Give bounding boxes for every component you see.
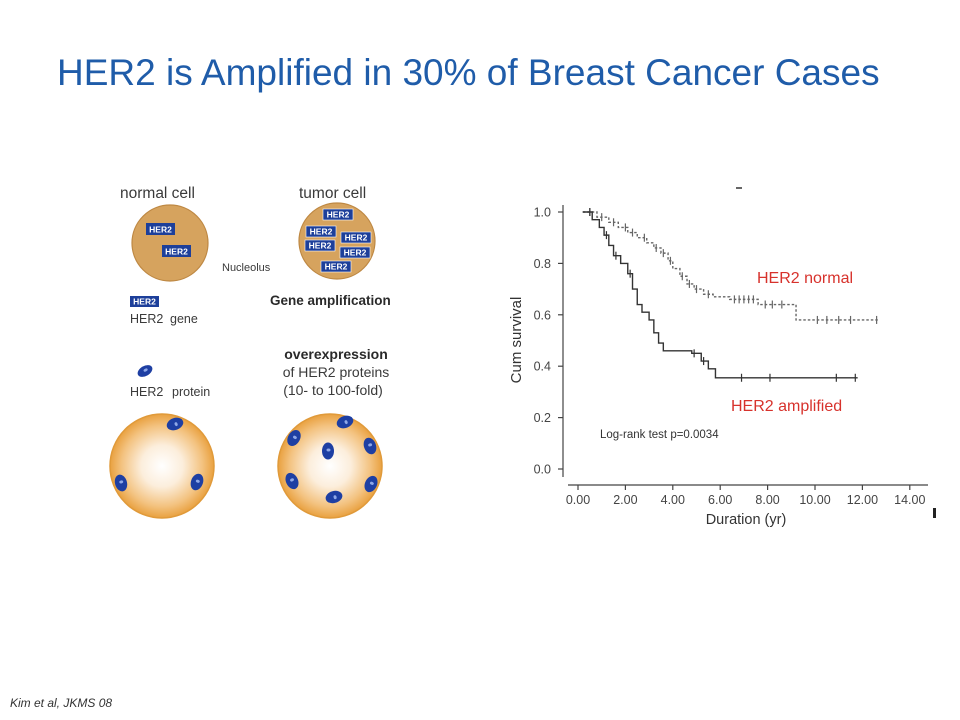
her2-badge-box: [339, 246, 371, 259]
series-line-her2-amplified: [582, 211, 858, 379]
her2-protein-oval: [285, 472, 299, 490]
her2-badge-text: HER2: [310, 227, 333, 237]
series-label-her2-normal: HER2 normal: [757, 270, 854, 287]
gene-legend-name: HER2: [130, 312, 163, 326]
series-label-her2-amplified: HER2 amplified: [731, 398, 843, 415]
protein-oval-highlight: [195, 479, 200, 483]
her2-badge-box: [305, 225, 337, 238]
x-tick-label: 12.00: [847, 493, 878, 507]
x-tick-label: 4.00: [661, 493, 685, 507]
overexpression-label: overexpression: [284, 346, 388, 362]
her2-gene-legend-badge: HER2: [130, 296, 159, 307]
protein-oval-highlight: [290, 478, 294, 482]
tumor-cell-nucleus: [298, 202, 376, 280]
her2-badge-text: HER2: [325, 262, 348, 272]
her2-badge-text: HER2: [149, 225, 172, 235]
x-tick-label: 10.00: [799, 493, 830, 507]
her2-gene-badge: HER2: [320, 260, 352, 273]
x-axis-label: Duration (yr): [706, 512, 787, 528]
overexpression-line-2: of HER2 proteins: [283, 364, 390, 380]
her2-badge-text: HER2: [165, 247, 188, 257]
protein-oval-highlight: [326, 448, 331, 452]
x-tick-label: 8.00: [755, 493, 779, 507]
her2-protein-oval: [322, 442, 334, 460]
protein-oval-highlight: [119, 480, 124, 484]
her2-badge-text: HER2: [133, 297, 156, 307]
gene-amplification-label: Gene amplification: [270, 293, 391, 308]
her2-gene-badge: HER2: [305, 225, 337, 238]
her2-badge-text: HER2: [344, 248, 367, 258]
y-tick-label: 0.0: [534, 463, 551, 477]
slide-title: HER2 is Amplified in 30% of Breast Cance…: [57, 52, 880, 93]
protein-legend-oval: [137, 365, 153, 377]
protein-oval-highlight: [369, 481, 374, 485]
overexpression-line-3: (10- to 100-fold): [283, 382, 383, 398]
y-tick-label: 1.0: [534, 206, 551, 220]
her2-badge-box: [162, 245, 191, 257]
her2-protein-oval: [166, 417, 184, 431]
her2-badge-text: HER2: [309, 241, 332, 251]
protein-oval-highlight: [344, 420, 348, 425]
y-tick-label: 0.2: [534, 411, 551, 425]
x-tick-label: 0.00: [566, 493, 590, 507]
her2-badge-text: HER2: [327, 210, 350, 220]
her2-protein-oval: [114, 474, 128, 492]
protein-oval-highlight: [293, 435, 297, 440]
normal-cell-nucleus: [131, 204, 209, 282]
her2-protein-oval: [287, 430, 301, 446]
survival-chart: Cum survival Duration (yr) Log-rank test…: [508, 187, 936, 528]
her2-badge-box: [320, 260, 352, 273]
her2-protein-oval: [325, 490, 343, 504]
scan-artifact-edge: [933, 508, 936, 518]
her2-protein-oval: [364, 475, 378, 493]
nucleolus-label: Nucleolus: [222, 262, 271, 274]
her2-gene-badge: HER2: [304, 239, 336, 252]
y-tick-label: 0.6: [534, 308, 551, 322]
her2-protein-oval: [336, 415, 354, 429]
her2-gene-badge: HER2: [146, 223, 175, 235]
her2-badge-box: [130, 296, 159, 307]
protein-oval-highlight: [333, 495, 337, 500]
her2-badge-text: HER2: [345, 233, 368, 243]
her2-gene-badge: HER2: [162, 245, 191, 257]
her2-badge-box: [340, 231, 372, 244]
y-tick-label: 0.8: [534, 257, 551, 271]
log-rank-annotation: Log-rank test p=0.0034: [600, 429, 719, 441]
protein-legend-label: protein: [172, 385, 210, 399]
her2-badge-box: [146, 223, 175, 235]
protein-oval-highlight: [143, 368, 148, 372]
x-tick-label: 6.00: [708, 493, 732, 507]
citation: Kim et al, JKMS 08: [10, 696, 113, 710]
her2-gene-badge: HER2: [339, 246, 371, 259]
her2-protein-oval: [190, 473, 204, 491]
tumor-cell-body: [277, 413, 383, 519]
y-tick-label: 0.4: [534, 360, 551, 374]
x-tick-label: 2.00: [613, 493, 637, 507]
tumor-cell-label: tumor cell: [299, 185, 366, 202]
protein-oval-highlight: [368, 443, 373, 447]
protein-legend-name: HER2: [130, 385, 163, 399]
protein-oval-highlight: [174, 422, 178, 427]
her2-badge-box: [304, 239, 336, 252]
her2-gene-badge: HER2: [322, 208, 354, 221]
her2-diagram: normal cell tumor cell HER2 HER2 Nucleol…: [109, 185, 391, 519]
normal-cell-label: normal cell: [120, 185, 195, 202]
gene-legend-label: gene: [170, 312, 198, 326]
her2-badge-box: [322, 208, 354, 221]
her2-protein-oval: [363, 437, 377, 455]
her2-gene-badge: HER2: [340, 231, 372, 244]
x-tick-label: 14.00: [894, 493, 925, 507]
normal-cell-body: [109, 413, 215, 519]
y-axis-label: Cum survival: [508, 297, 525, 384]
